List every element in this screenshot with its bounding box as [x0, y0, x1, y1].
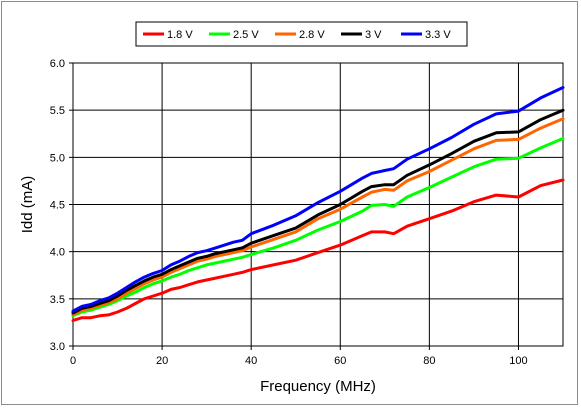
x-axis-title: Frequency (MHz) [260, 378, 376, 395]
series-line-2-8-v [71, 117, 565, 317]
legend-label: 3 V [365, 29, 382, 41]
series-line-2-5-v [71, 137, 565, 318]
legend-label: 3.3 V [425, 29, 451, 41]
legend: 1.8 V 2.5 V 2.8 V 3 V 3.3 V [135, 21, 468, 47]
legend-label: 2.8 V [299, 29, 325, 41]
grid [72, 62, 564, 347]
axes: 3.0 3.5 4.0 4.5 5.0 5.5 6.0 0 20 40 60 80 100 [50, 58, 528, 367]
x-tick-label: 40 [245, 355, 257, 367]
y-tick-label: 4.5 [50, 200, 65, 212]
x-tick-label: 80 [423, 355, 435, 367]
x-tick-label: 20 [156, 355, 168, 367]
y-tick-label: 6.0 [50, 58, 65, 70]
x-tick-label: 60 [334, 355, 346, 367]
y-tick-label: 5.0 [50, 152, 65, 164]
legend-label: 2.5 V [233, 29, 259, 41]
legend-label: 1.8 V [167, 29, 193, 41]
y-tick-label: 5.5 [50, 105, 65, 117]
series-line-3-v [71, 108, 565, 315]
y-tick-label: 3.5 [50, 294, 65, 306]
series-line-1-8-v [71, 178, 565, 322]
series-layer [71, 86, 565, 322]
y-tick-label: 3.0 [50, 341, 65, 353]
x-tick-label: 0 [70, 355, 76, 367]
y-tick-label: 4.0 [50, 247, 65, 259]
x-tick-label: 100 [509, 355, 527, 367]
series-line-3-3-v [71, 86, 565, 313]
y-axis-title: Idd (mA) [19, 176, 36, 234]
